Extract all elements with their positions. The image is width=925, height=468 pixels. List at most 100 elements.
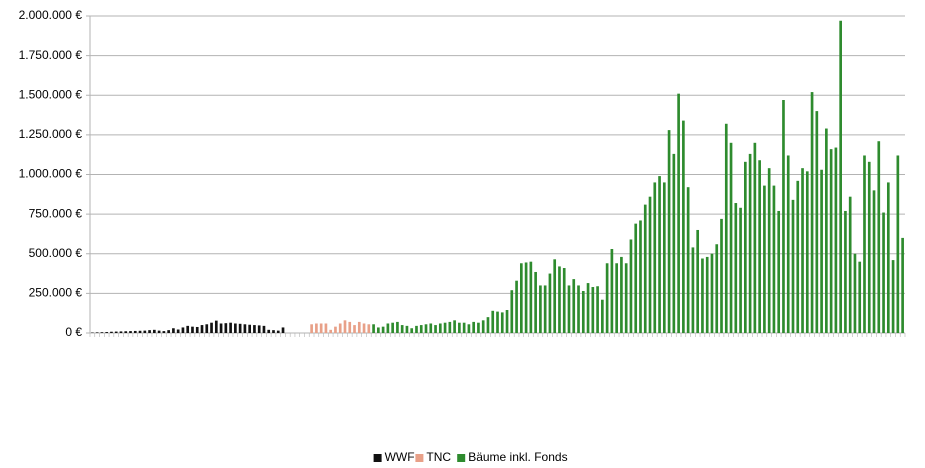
bar [405,325,409,333]
bar [415,325,418,333]
bar [691,247,695,333]
bar [315,323,318,333]
bar [505,310,509,333]
bar [129,331,132,333]
bar [739,207,742,333]
bar [596,286,599,333]
bar [172,328,175,333]
bar [467,324,471,333]
bar [677,93,680,333]
legend-label: WWF [385,450,415,464]
y-tick-label: 0 € [65,325,82,339]
bar [629,239,633,333]
bar [424,324,428,333]
bar [262,325,266,333]
bar [539,285,542,333]
bar [324,323,328,333]
bar [515,280,518,333]
bar [472,321,476,333]
bar [572,279,576,333]
bar [110,331,113,333]
y-tick-label: 1.750.000 € [19,48,83,62]
bar [591,287,595,333]
bar [396,321,399,333]
bar [434,325,437,333]
bar [782,100,785,333]
bar [825,128,828,333]
legend-swatch [457,454,466,462]
bar [114,331,118,333]
bar [195,326,199,333]
bar [100,332,104,333]
bar [105,332,109,333]
bar [853,253,857,333]
bar [234,323,237,333]
bar [362,323,366,333]
bar [319,323,323,333]
bar [429,323,433,333]
bar [805,171,809,333]
y-tick-label: 750.000 € [29,206,83,220]
bar [820,169,823,333]
bar [357,321,361,333]
bar [500,312,504,333]
bar [229,322,232,333]
bar [124,331,128,333]
bar [558,266,561,333]
bar [858,261,862,333]
bar [696,229,700,333]
bar [639,220,642,333]
bar [162,331,166,333]
y-tick-label: 500.000 € [29,246,83,260]
bar [643,204,647,333]
bar [548,273,552,333]
bar [176,329,180,333]
bar [458,322,461,333]
bar [682,120,685,333]
bar [672,153,676,333]
legend-swatch [373,454,382,462]
legend-label: TNC [426,450,451,464]
bar [281,327,285,333]
y-tick-label: 2.000.000 € [19,8,83,22]
bar [529,261,533,333]
bar [224,323,228,333]
bar [710,253,714,333]
bar [353,325,356,333]
bar [624,263,628,333]
bar [777,210,781,333]
bar [310,324,313,333]
bar [553,259,557,333]
bar [605,263,609,333]
bar [562,268,566,333]
bar [658,176,661,333]
bar [386,323,390,333]
bar [210,322,213,333]
bar [510,290,514,333]
bar [157,330,161,333]
bar [791,199,795,333]
bar [653,182,657,333]
bar [343,320,347,333]
bar [496,311,499,333]
bar [720,218,723,333]
bar [601,299,604,333]
bar [143,330,147,333]
bar [748,153,752,333]
bar [844,210,847,333]
bar [567,285,571,333]
bar [744,161,747,333]
bar [477,322,480,333]
bar [891,260,895,333]
bar [400,325,404,333]
bar [839,20,842,333]
bar [238,323,242,333]
bar [438,323,442,333]
bar [153,329,156,333]
bar [796,180,800,333]
bar [734,203,738,333]
bar [410,328,414,333]
legend-swatch [415,454,424,462]
bar [729,142,733,333]
